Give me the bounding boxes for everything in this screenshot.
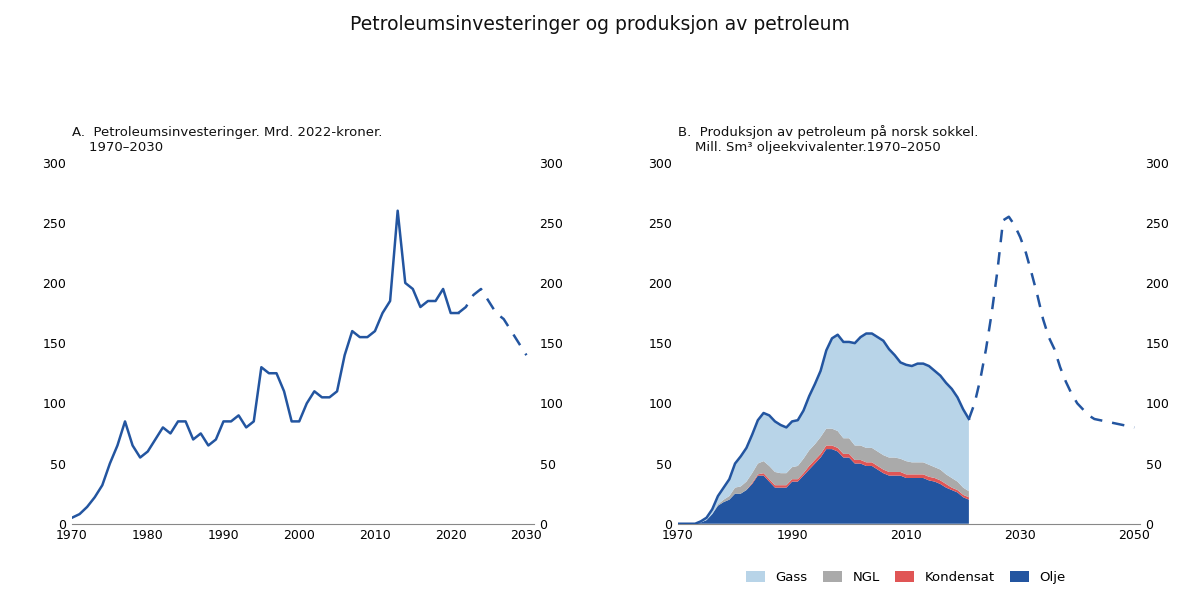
Text: Petroleumsinvesteringer og produksjon av petroleum: Petroleumsinvesteringer og produksjon av… <box>350 15 850 34</box>
Text: A.  Petroleumsinvesteringer. Mrd. 2022-kroner.
    1970–2030: A. Petroleumsinvesteringer. Mrd. 2022-kr… <box>72 126 383 155</box>
Legend: Gass, NGL, Kondensat, Olje: Gass, NGL, Kondensat, Olje <box>742 566 1070 589</box>
Text: B.  Produksjon av petroleum på norsk sokkel.
    Mill. Sm³ oljeekvivalenter.1970: B. Produksjon av petroleum på norsk sokk… <box>678 125 978 155</box>
